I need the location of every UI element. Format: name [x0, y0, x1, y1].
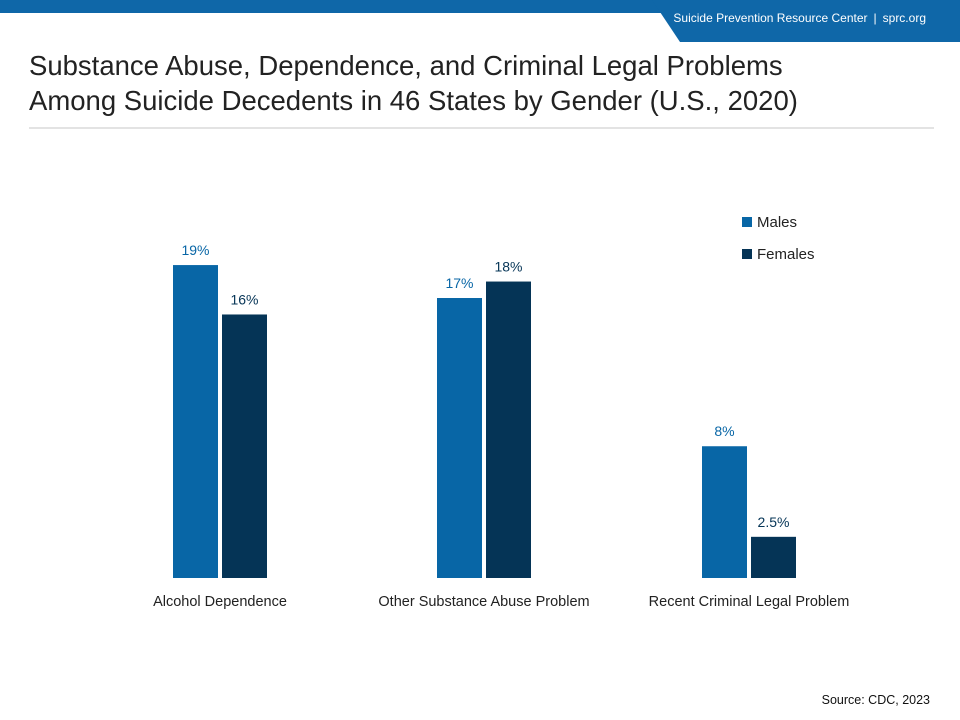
- legend-swatch-males: [742, 217, 752, 227]
- data-label-females-3: 2.5%: [758, 514, 790, 530]
- data-label-females-1: 16%: [230, 291, 258, 307]
- category-label-3: Recent Criminal Legal Problem: [649, 594, 850, 610]
- data-label-males-2: 17%: [445, 275, 473, 291]
- source-note: Source: CDC, 2023: [821, 693, 930, 707]
- header-text: Suicide Prevention Resource Center | sprc.…: [673, 11, 926, 25]
- data-label-males-3: 8%: [714, 423, 734, 439]
- bar-females-1: [222, 314, 267, 578]
- data-label-females-2: 18%: [494, 259, 522, 275]
- site-link[interactable]: sprc.org: [882, 11, 926, 25]
- data-label-males-1: 19%: [181, 242, 209, 258]
- title-line-1: Substance Abuse, Dependence, and Crimina…: [29, 50, 783, 81]
- header-tab: Suicide Prevention Resource Center | sprc.…: [652, 0, 960, 42]
- bar-males-3: [702, 446, 747, 578]
- category-label-1: Alcohol Dependence: [153, 594, 287, 610]
- page-title: Substance Abuse, Dependence, and Crimina…: [29, 48, 909, 118]
- header-separator: |: [873, 11, 877, 25]
- bar-females-3: [751, 536, 796, 578]
- category-label-2: Other Substance Abuse Problem: [378, 594, 589, 610]
- bar-males-2: [437, 298, 482, 578]
- legend-label-males: Males: [757, 214, 797, 231]
- title-divider: [29, 127, 934, 129]
- legend-label-females: Females: [757, 246, 815, 263]
- legend-swatch-females: [742, 249, 752, 259]
- title-line-2: Among Suicide Decedents in 46 States by …: [29, 85, 798, 116]
- org-name: Suicide Prevention Resource Center: [673, 11, 868, 25]
- bar-males-1: [173, 265, 218, 578]
- bar-females-2: [486, 281, 531, 578]
